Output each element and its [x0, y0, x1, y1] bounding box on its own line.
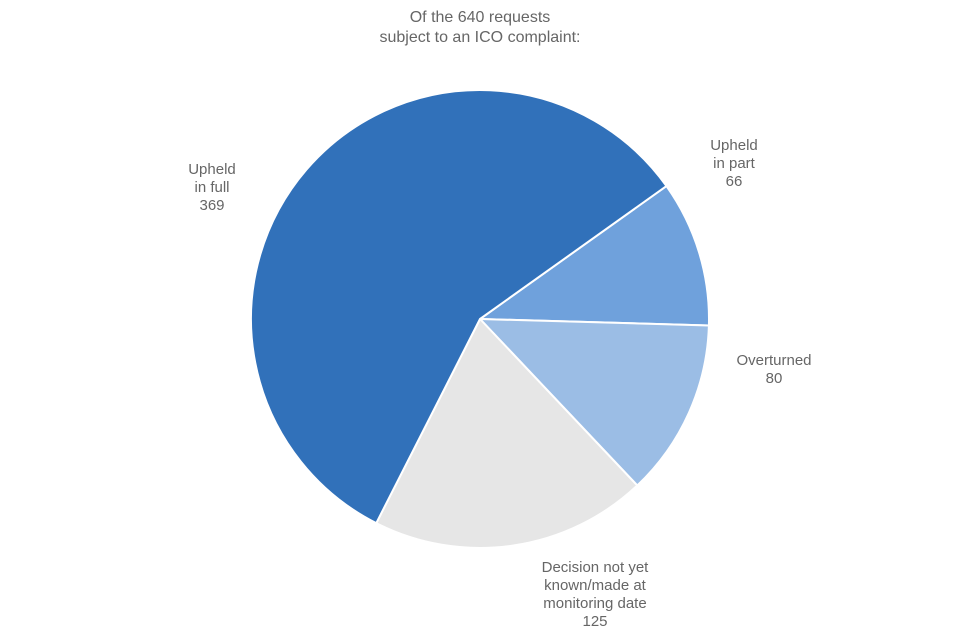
label-upheld-in-part-line-2: in part [713, 155, 755, 172]
label-overturned-value: 80 [765, 370, 783, 387]
chart-title-line-2: subject to an ICO complaint: [379, 29, 581, 46]
label-overturned-line-1: Overturned [736, 352, 812, 369]
label-decision-not-yet-known: Decision not yet known/made at monitorin… [515, 559, 675, 631]
chart-title-line-1: Of the 640 requests [409, 9, 551, 26]
label-upheld-in-part: Upheld in part 66 [694, 137, 774, 191]
slice-upheld-in-full [250, 89, 668, 525]
label-decision-value: 125 [582, 613, 608, 630]
slice-overturned [479, 318, 710, 487]
label-decision-line-2: known/made at [544, 577, 646, 594]
label-upheld-in-full: Upheld in full 369 [172, 161, 252, 215]
label-decision-line-3: monitoring date [543, 595, 647, 612]
label-upheld-in-part-line-1: Upheld [710, 137, 758, 154]
label-upheld-in-full-value: 369 [199, 197, 225, 214]
label-overturned: Overturned 80 [724, 352, 824, 388]
label-upheld-in-full-line-1: Upheld [188, 161, 236, 178]
slice-upheld-in-part [479, 185, 710, 327]
label-upheld-in-part-value: 66 [725, 173, 743, 190]
label-decision-line-1: Decision not yet [541, 559, 649, 576]
slice-decision-not-yet-known [375, 318, 639, 549]
label-upheld-in-full-line-2: in full [194, 179, 230, 196]
